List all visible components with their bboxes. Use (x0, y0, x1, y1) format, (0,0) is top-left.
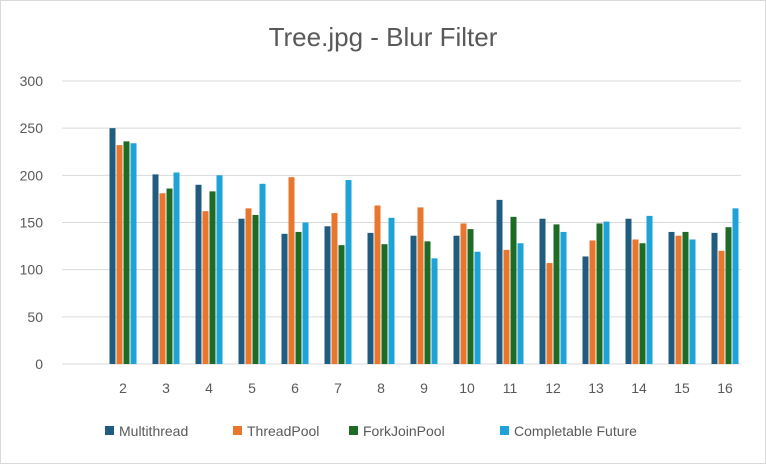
bar-multithread-8 (367, 232, 374, 364)
y-tick-label: 100 (20, 262, 44, 278)
bar-forkjoinpool-4 (209, 191, 216, 364)
bar-forkjoinpool-11 (510, 216, 517, 364)
y-tick-label: 50 (27, 309, 43, 325)
bar-multithread-14 (625, 218, 632, 364)
bar-threadpool-8 (374, 205, 381, 364)
legend-label: Completable Future (514, 423, 637, 439)
x-tick-label: 16 (717, 380, 733, 396)
bar-threadpool-3 (159, 193, 166, 364)
chart-title: Tree.jpg - Blur Filter (269, 22, 498, 52)
x-tick-label: 12 (545, 380, 561, 396)
bar-threadpool-11 (503, 249, 510, 364)
legend-swatch (105, 426, 114, 435)
x-tick-label: 7 (334, 380, 342, 396)
bar-multithread-10 (453, 235, 460, 364)
x-tick-label: 10 (459, 380, 475, 396)
bar-threadpool-5 (245, 208, 252, 364)
x-tick-label: 15 (674, 380, 690, 396)
bar-forkjoinpool-16 (725, 227, 732, 364)
bar-forkjoinpool-9 (424, 241, 431, 364)
bar-completable-future-9 (431, 258, 438, 364)
bar-forkjoinpool-8 (381, 244, 388, 364)
y-tick-label: 250 (20, 120, 44, 136)
bar-completable-future-14 (646, 215, 653, 364)
x-axis-tick-labels: 2 3 4 5 6 7 8 9 10 11 12 13 14 15 16 (119, 380, 733, 396)
legend-swatch (500, 426, 509, 435)
x-tick-label: 5 (248, 380, 256, 396)
bar-completable-future-5 (259, 183, 266, 364)
bar-threadpool-13 (589, 240, 596, 364)
x-tick-label: 6 (291, 380, 299, 396)
bar-forkjoinpool-7 (338, 245, 345, 364)
bar-threadpool-14 (632, 239, 639, 364)
x-tick-label: 9 (420, 380, 428, 396)
bar-multithread-9 (410, 235, 417, 364)
y-tick-label: 0 (35, 356, 43, 372)
bar-threadpool-10 (460, 223, 467, 364)
x-tick-label: 4 (205, 380, 213, 396)
y-axis-tick-labels: 0 50 100 150 200 250 300 (20, 73, 44, 372)
bar-multithread-3 (152, 174, 159, 364)
x-tick-label: 2 (119, 380, 127, 396)
bar-completable-future-16 (732, 208, 739, 364)
legend-swatch (233, 426, 242, 435)
legend-label: ForkJoinPool (363, 423, 445, 439)
y-tick-label: 200 (20, 167, 44, 183)
bar-completable-future-15 (689, 239, 696, 364)
bar-forkjoinpool-14 (639, 243, 646, 364)
bar-completable-future-10 (474, 251, 481, 364)
y-tick-label: 150 (20, 215, 44, 231)
y-tick-label: 300 (20, 73, 44, 89)
bar-completable-future-6 (302, 222, 309, 364)
bar-completable-future-4 (216, 175, 223, 364)
bar-multithread-11 (496, 199, 503, 364)
bar-threadpool-4 (202, 211, 209, 364)
bar-completable-future-8 (388, 217, 395, 364)
bars (109, 128, 739, 364)
bar-completable-future-11 (517, 243, 524, 364)
bar-multithread-6 (281, 233, 288, 364)
bar-threadpool-15 (675, 235, 682, 364)
legend-swatch (349, 426, 358, 435)
bar-completable-future-3 (173, 172, 180, 364)
x-tick-label: 13 (588, 380, 604, 396)
x-tick-label: 3 (162, 380, 170, 396)
bar-threadpool-16 (718, 250, 725, 364)
x-tick-label: 8 (377, 380, 385, 396)
bar-completable-future-2 (130, 143, 137, 364)
bar-multithread-2 (109, 128, 116, 364)
bar-threadpool-7 (331, 213, 338, 364)
bar-forkjoinpool-12 (553, 224, 560, 364)
bar-forkjoinpool-15 (682, 231, 689, 364)
x-tick-label: 11 (503, 380, 518, 396)
bar-forkjoinpool-5 (252, 214, 259, 364)
bar-completable-future-13 (603, 221, 610, 364)
bar-multithread-7 (324, 226, 331, 364)
legend-label: ThreadPool (247, 423, 319, 439)
x-tick-label: 14 (631, 380, 647, 396)
bar-forkjoinpool-10 (467, 229, 474, 364)
bar-forkjoinpool-13 (596, 223, 603, 364)
bar-forkjoinpool-3 (166, 188, 173, 364)
bar-forkjoinpool-2 (123, 141, 130, 364)
bar-threadpool-9 (417, 207, 424, 364)
bar-completable-future-7 (345, 180, 352, 364)
bar-forkjoinpool-6 (295, 231, 302, 364)
legend-label: Multithread (119, 423, 188, 439)
legend: Multithread ThreadPool ForkJoinPool Complet… (105, 423, 637, 439)
bar-threadpool-6 (288, 177, 295, 364)
bar-multithread-13 (582, 256, 589, 364)
bar-threadpool-2 (116, 145, 123, 364)
bar-multithread-12 (539, 218, 546, 364)
bar-multithread-5 (238, 218, 245, 364)
bar-completable-future-12 (560, 231, 567, 364)
bar-multithread-16 (711, 232, 718, 364)
bar-multithread-4 (195, 184, 202, 364)
bar-multithread-15 (668, 231, 675, 364)
bar-threadpool-12 (546, 263, 553, 364)
